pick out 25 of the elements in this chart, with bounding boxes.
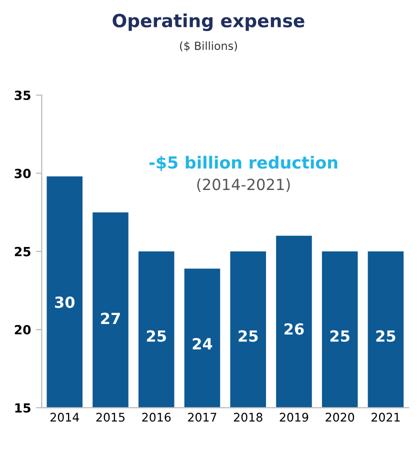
y-tick-label: 30 (14, 168, 31, 178)
data-label: 25 (376, 330, 396, 342)
annotation: -$5 billion reduction (149, 156, 338, 171)
x-tick-label: 2014 (50, 412, 79, 422)
data-label: 27 (101, 312, 120, 324)
data-label: 25 (330, 330, 350, 342)
data-label: 30 (55, 296, 75, 308)
y-tick-label: 25 (14, 246, 30, 256)
x-tick-label: 2019 (280, 412, 308, 422)
annotation: (2014-2021) (197, 178, 290, 192)
data-label: 26 (284, 323, 304, 335)
y-tick-label: 35 (14, 90, 30, 100)
x-tick-label: 2020 (326, 412, 354, 422)
data-label: 25 (238, 330, 258, 342)
x-tick-label: 2018 (234, 412, 262, 422)
data-label: 24 (192, 338, 212, 350)
x-tick-label: 2021 (372, 412, 400, 422)
x-tick-label: 2016 (142, 412, 171, 422)
y-tick-label: 20 (14, 325, 31, 334)
chart-title: Operating expense (112, 13, 304, 32)
x-tick-label: 2015 (96, 412, 124, 422)
x-tick-label: 2017 (188, 412, 216, 422)
chart-subtitle: ($ Billions) (180, 41, 237, 52)
y-tick-label: 15 (15, 403, 30, 413)
data-label: 25 (146, 330, 166, 342)
